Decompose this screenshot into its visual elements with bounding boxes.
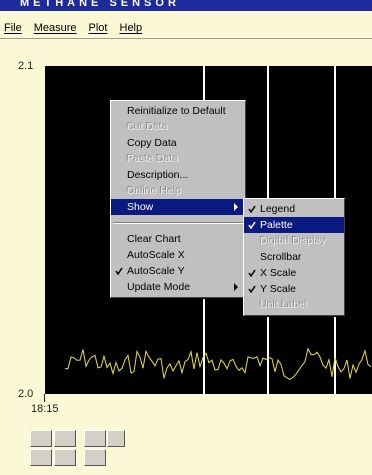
palette-button[interactable] [54, 430, 76, 447]
menu-item-label: X Scale [260, 267, 297, 279]
menu-item[interactable]: AutoScale Y [111, 263, 245, 279]
submenu-arrow [234, 203, 238, 211]
menu-item[interactable]: Show [111, 199, 245, 215]
menu-item[interactable]: Clear Chart [111, 231, 245, 247]
menu-item[interactable]: Copy Data [111, 135, 245, 151]
menu-item: Digital Display [244, 233, 344, 249]
y-axis-label: 2.1 [18, 60, 34, 72]
title-bar: METHANE SENSOR [0, 0, 372, 11]
menu-item[interactable]: Update Mode [111, 279, 245, 295]
menu-item: Paste Data [111, 151, 245, 167]
x-axis-label: 18:15 [31, 403, 59, 415]
menu-item[interactable]: Description... [111, 167, 245, 183]
menu-bar: File Measure Plot Help [0, 11, 372, 39]
check-mark [248, 269, 256, 277]
submenu-arrow [234, 283, 238, 291]
menu-item[interactable]: Palette [244, 217, 344, 233]
palette-button[interactable] [84, 449, 106, 466]
palette-button[interactable] [84, 430, 106, 447]
menu-item-label: Description... [127, 169, 189, 181]
menu-item-label: AutoScale Y [127, 265, 185, 277]
y-axis-label: 2.0 [18, 388, 34, 400]
menu-item-label: Palette [260, 219, 293, 231]
menu-item-label: Paste Data [127, 153, 179, 165]
menu-item[interactable]: Legend [244, 201, 344, 217]
palette-button[interactable] [107, 430, 125, 447]
menu-item-label: AutoScale X [127, 249, 185, 261]
menu-item-label: Update Mode [127, 281, 191, 293]
check-mark [248, 205, 256, 213]
menu-item-label: Scrollbar [260, 251, 302, 263]
menu-item[interactable]: Measure [33, 22, 77, 34]
context-menu: Reinitialize to Default Cut Data Copy Data… [110, 100, 246, 298]
menu-item-label: Legend [260, 203, 296, 215]
menu-item-label: Online Help [127, 185, 182, 197]
x-tick [44, 394, 45, 402]
menu-separator [113, 222, 243, 224]
check-mark [248, 221, 256, 229]
signal-trace [64, 347, 372, 381]
trace-line [64, 347, 372, 381]
check-mark [248, 285, 256, 293]
palette-button[interactable] [54, 449, 76, 466]
menu-item[interactable]: Y Scale [244, 281, 344, 297]
graph-palette [30, 430, 132, 468]
menu-item: Online Help [111, 183, 245, 199]
menu-item[interactable]: File [4, 22, 22, 34]
submenu: Legend Palette Digital Display Scrollbar X S… [243, 198, 345, 316]
menu-item[interactable]: Scrollbar [244, 249, 344, 265]
menu-item[interactable]: AutoScale X [111, 247, 245, 263]
menu-item[interactable]: Help [119, 22, 143, 34]
menu-item-label: Copy Data [127, 137, 177, 149]
menu-item-label: Clear Chart [127, 233, 181, 245]
menu-item: Unit Label [244, 297, 344, 313]
palette-button[interactable] [30, 430, 52, 447]
menu-item[interactable]: Reinitialize to Default [111, 103, 245, 119]
palette-button[interactable] [30, 449, 52, 466]
menu-item-label: Digital Display [260, 235, 327, 247]
check-mark [115, 267, 123, 275]
menu-item-label: Unit Label [260, 299, 308, 311]
menu-item[interactable]: X Scale [244, 265, 344, 281]
menu-item-label: Reinitialize to Default [127, 105, 226, 117]
menu-item-label: Show [127, 201, 154, 213]
menu-item: Cut Data [111, 119, 245, 135]
menu-item-label: Y Scale [260, 283, 296, 295]
menu-item-label: Cut Data [127, 121, 169, 133]
menu-item[interactable]: Plot [88, 22, 108, 34]
